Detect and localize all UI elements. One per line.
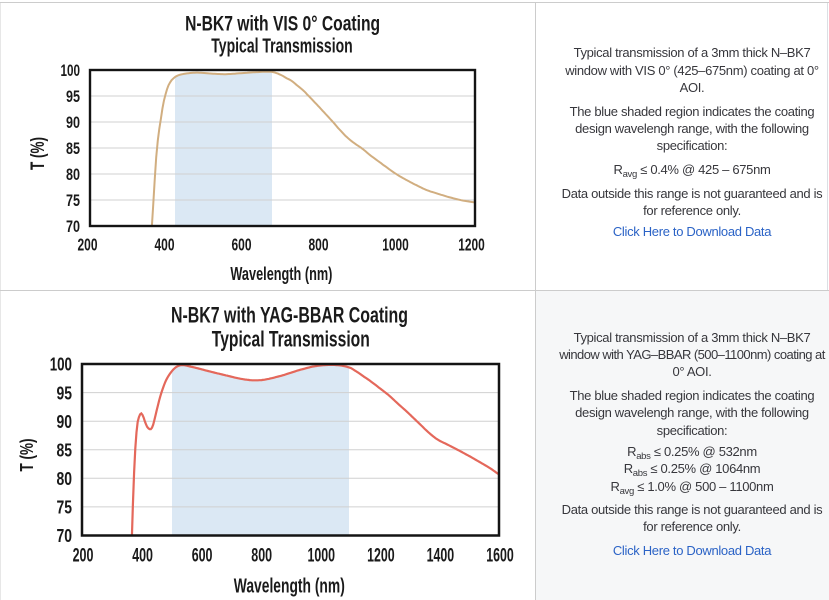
svg-text:600: 600 [192, 545, 213, 567]
svg-text:75: 75 [66, 192, 80, 210]
svg-text:Typical Transmission: Typical Transmission [211, 35, 353, 57]
svg-text:200: 200 [73, 545, 94, 567]
svg-text:200: 200 [78, 235, 98, 255]
svg-text:Wavelength (nm): Wavelength (nm) [230, 264, 332, 284]
svg-text:90: 90 [66, 114, 80, 132]
svg-text:95: 95 [57, 382, 73, 403]
svg-text:600: 600 [232, 235, 252, 255]
svg-text:1200: 1200 [458, 235, 485, 255]
svg-text:800: 800 [251, 545, 272, 567]
svg-text:100: 100 [61, 62, 81, 80]
svg-text:80: 80 [66, 166, 80, 184]
svg-text:N-BK7 with YAG-BBAR Coating: N-BK7 with YAG-BBAR Coating [171, 303, 408, 328]
svg-text:1600: 1600 [486, 545, 514, 567]
svg-text:1000: 1000 [308, 545, 336, 567]
svg-text:1000: 1000 [382, 235, 409, 255]
svg-text:90: 90 [57, 411, 73, 432]
svg-text:Typical Transmission: Typical Transmission [212, 327, 370, 352]
svg-text:85: 85 [57, 440, 73, 461]
svg-text:1200: 1200 [367, 545, 395, 567]
svg-text:T (%): T (%) [16, 439, 37, 472]
svg-text:400: 400 [155, 235, 175, 255]
svg-text:100: 100 [50, 354, 72, 375]
svg-text:800: 800 [309, 235, 329, 255]
svg-text:75: 75 [57, 497, 73, 518]
svg-text:400: 400 [132, 545, 153, 567]
svg-text:80: 80 [57, 468, 73, 489]
svg-text:95: 95 [66, 88, 80, 106]
svg-text:1400: 1400 [427, 545, 455, 567]
svg-text:Wavelength (nm): Wavelength (nm) [234, 575, 345, 597]
svg-text:70: 70 [57, 525, 73, 546]
svg-text:85: 85 [66, 140, 80, 158]
svg-text:T (%): T (%) [28, 137, 49, 170]
svg-text:N-BK7 with VIS 0° Coating: N-BK7 with VIS 0° Coating [185, 13, 380, 36]
svg-text:70: 70 [66, 218, 80, 236]
